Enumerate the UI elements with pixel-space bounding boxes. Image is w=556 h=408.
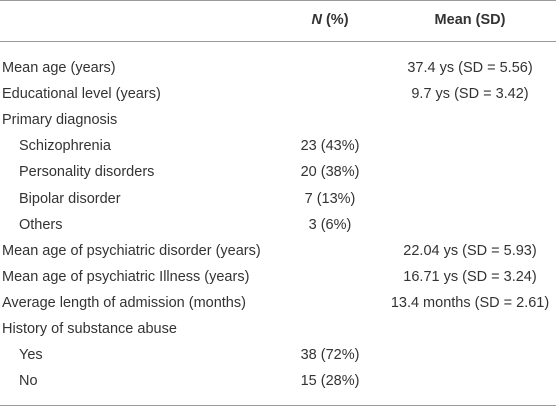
mean-cell: 22.04 ys (SD = 5.93) bbox=[403, 242, 537, 259]
row-label: Average length of admission (months) bbox=[2, 294, 246, 311]
bottom-rule bbox=[0, 405, 556, 406]
header-text: N (%) bbox=[311, 12, 349, 28]
n-cell: 23 (43%) bbox=[300, 138, 360, 155]
row-label: Mean age of psychiatric disorder (years) bbox=[2, 242, 261, 259]
header-rule bbox=[0, 41, 556, 42]
row-label: Mean age (years) bbox=[2, 60, 116, 76]
header-cell: Mean (SD) bbox=[434, 12, 506, 28]
row-label: Schizophrenia bbox=[19, 138, 111, 155]
row-label: Primary diagnosis bbox=[2, 112, 118, 129]
mean-cell: 9.7 ys (SD = 3.42) bbox=[411, 86, 529, 103]
row-label: Educational level (years) bbox=[2, 86, 161, 103]
mean-cell: 37.4 ys (SD = 5.56) bbox=[407, 60, 533, 76]
n-cell: 38 (72%) bbox=[300, 347, 360, 364]
row-label: Others bbox=[19, 216, 63, 233]
row-label: No bbox=[19, 373, 38, 390]
n-cell: 3 (6%) bbox=[308, 216, 352, 233]
row-label: Yes bbox=[19, 347, 43, 364]
row-label: Bipolar disorder bbox=[19, 190, 121, 207]
n-cell: 20 (38%) bbox=[300, 164, 360, 181]
n-cell: 15 (28%) bbox=[300, 373, 360, 390]
n-cell: 7 (13%) bbox=[304, 190, 356, 207]
top-rule bbox=[0, 0, 556, 1]
row-label: Mean age of psychiatric Illness (years) bbox=[2, 268, 250, 285]
mean-cell: 13.4 months (SD = 2.61) bbox=[390, 294, 550, 311]
row-label: History of substance abuse bbox=[2, 321, 177, 337]
row-label: Personality disorders bbox=[19, 164, 155, 181]
header-cell: N (%) bbox=[311, 11, 348, 29]
mean-cell: 16.71 ys (SD = 3.24) bbox=[403, 268, 537, 285]
